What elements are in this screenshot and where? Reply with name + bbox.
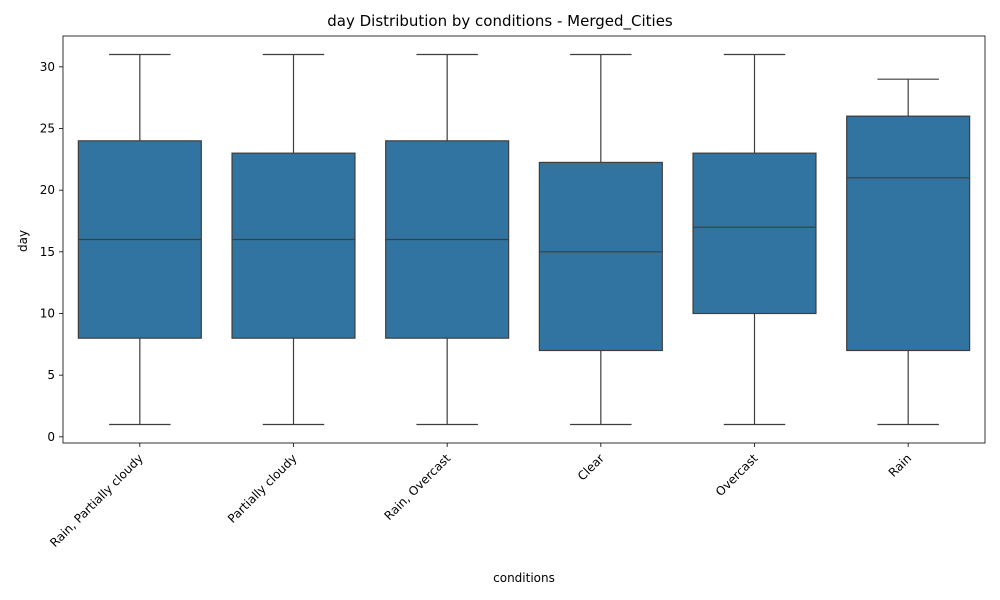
x-tick-label: Partially cloudy xyxy=(225,451,300,526)
y-tick-label: 25 xyxy=(40,122,55,136)
iqr-box xyxy=(231,152,356,339)
box-2 xyxy=(385,53,510,426)
y-tick-label: 30 xyxy=(40,60,55,74)
plot-frame xyxy=(62,35,986,444)
x-tick-label: Overcast xyxy=(713,451,761,499)
box-3 xyxy=(538,53,663,426)
box-5 xyxy=(846,78,971,426)
y-axis-label: day xyxy=(16,230,30,252)
iqr-box xyxy=(692,152,817,315)
iqr-box xyxy=(846,115,971,352)
y-tick-label: 5 xyxy=(47,368,55,382)
box-1 xyxy=(231,53,356,426)
x-tick-label: Rain, Overcast xyxy=(382,451,454,523)
x-axis-label: conditions xyxy=(493,571,555,585)
chart-title: day Distribution by conditions - Merged_… xyxy=(327,12,673,30)
x-tick-label: Rain xyxy=(886,451,915,480)
x-tick-label: Rain, Partially cloudy xyxy=(47,451,146,550)
box-4 xyxy=(692,53,817,426)
y-tick-label: 0 xyxy=(47,430,55,444)
y-tick-label: 15 xyxy=(40,245,55,259)
x-tick-label: Clear xyxy=(575,451,607,483)
y-tick-label: 10 xyxy=(40,307,55,321)
plot-area xyxy=(77,53,971,426)
iqr-box xyxy=(538,161,663,352)
box-0 xyxy=(77,53,202,426)
y-tick-label: 20 xyxy=(40,183,55,197)
